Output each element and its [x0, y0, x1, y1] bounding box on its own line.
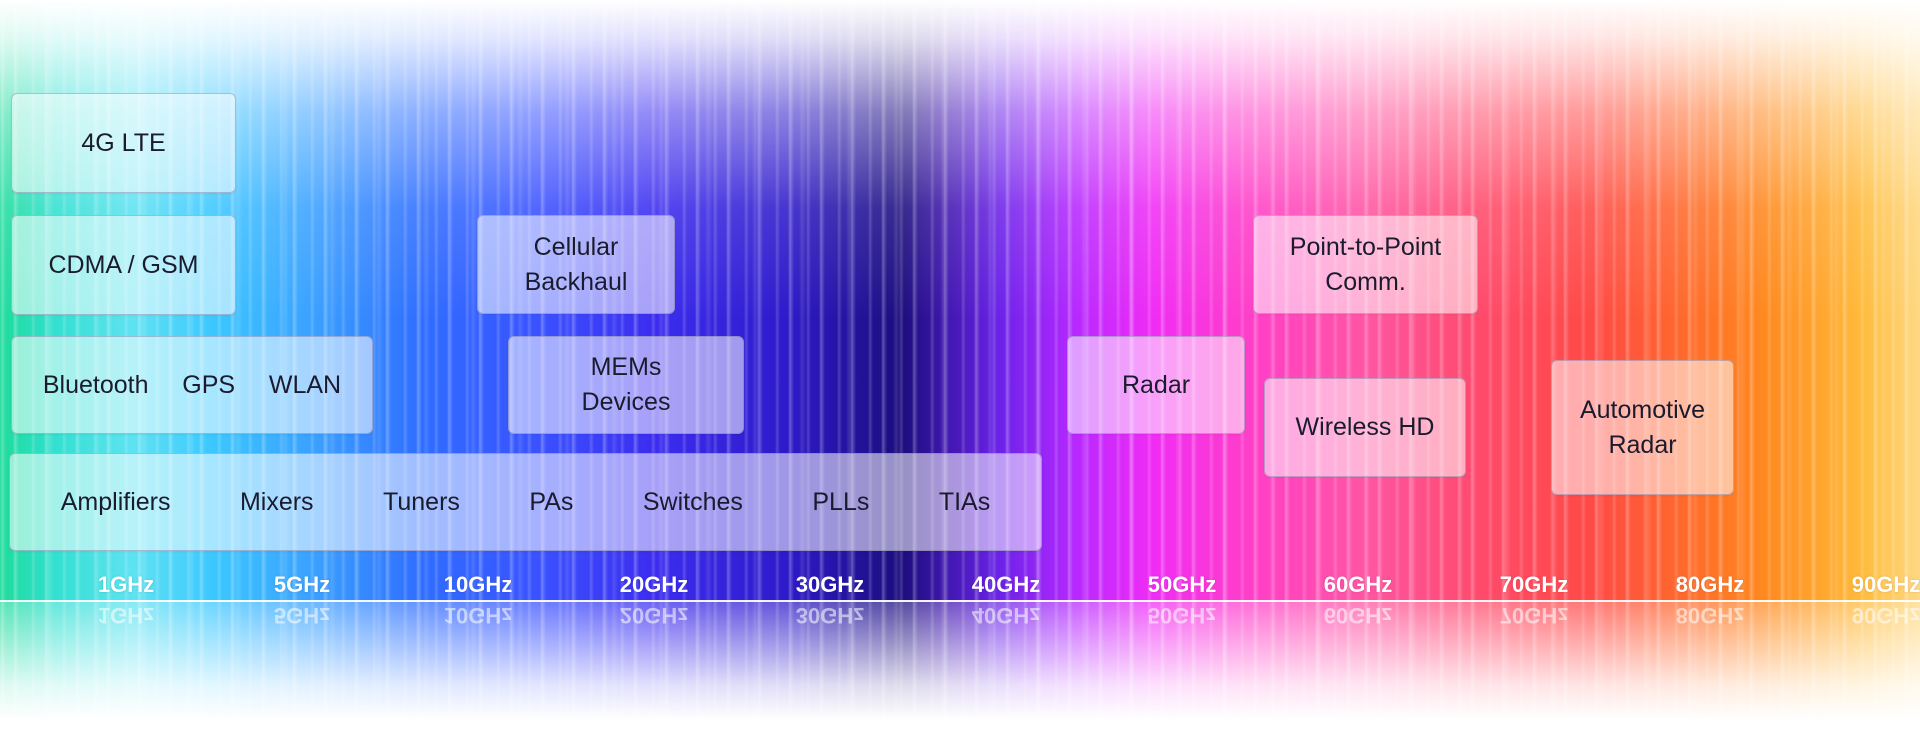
components-box: Amplifiers Mixers Tuners PAs Switches PL… [9, 453, 1042, 551]
frequency-tick-reflection: 70GHz [1499, 603, 1569, 628]
frequency-tick-label: 60GHz [1323, 572, 1393, 597]
frequency-tick-reflection: 50GHz [1147, 603, 1217, 628]
cdma-gsm-label: CDMA / GSM [48, 250, 199, 279]
frequency-tick-reflection: 1GHz [97, 603, 155, 628]
frequency-tick-label: 30GHz [795, 572, 865, 597]
axis-baseline [0, 600, 1920, 602]
frequency-tick-label: 5GHz [273, 572, 331, 597]
top-fade [0, 0, 1920, 320]
tias-label: TIAs [938, 487, 991, 516]
lte-label: 4G LTE [81, 128, 166, 157]
automotive-radar-label: Radar [1608, 430, 1677, 459]
automotive-label: Automotive [1579, 395, 1706, 424]
frequency-tick-reflection: 60GHz [1323, 603, 1393, 628]
gps-label: GPS [182, 370, 236, 399]
frequency-tick-label: 80GHz [1675, 572, 1745, 597]
pas-label: PAs [529, 487, 574, 516]
frequency-tick-label: 1GHz [97, 572, 155, 597]
cdma-gsm-box: CDMA / GSM [11, 215, 236, 315]
bluetooth-label: Bluetooth [42, 370, 149, 399]
switches-label: Switches [642, 487, 743, 516]
plls-label: PLLs [812, 487, 870, 516]
tuners-label: Tuners [383, 487, 460, 516]
cellular-label: Cellular [533, 232, 619, 261]
frequency-tick-reflection: 10GHz [443, 603, 513, 628]
point-to-point-box: Point-to-Point Comm. [1253, 215, 1478, 314]
frequency-tick-label: 90GHz [1851, 572, 1920, 597]
connectivity-box: Bluetooth GPS WLAN [11, 336, 373, 434]
frequency-tick-label: 40GHz [971, 572, 1041, 597]
backhaul-label: Backhaul [524, 267, 628, 296]
frequency-tick-label: 50GHz [1147, 572, 1217, 597]
lte-box: 4G LTE [11, 93, 236, 193]
wireless-hd-label: Wireless HD [1295, 413, 1435, 441]
frequency-tick-reflection: 90GHz [1851, 603, 1920, 628]
devices-label: Devices [581, 388, 671, 416]
frequency-tick-label: 10GHz [443, 572, 513, 597]
automotive-radar-box: Automotive Radar [1551, 360, 1734, 495]
radar-box: Radar [1067, 336, 1245, 434]
radar-label: Radar [1121, 370, 1191, 399]
wlan-label: WLAN [268, 370, 342, 399]
frequency-tick-reflection: 40GHz [971, 603, 1041, 628]
frequency-tick-label: 20GHz [619, 572, 689, 597]
frequency-tick-label: 70GHz [1499, 572, 1569, 597]
mems-label: MEMs [590, 353, 662, 381]
mems-box: MEMs Devices [508, 336, 744, 434]
point-to-point-label: Point-to-Point [1289, 232, 1442, 261]
frequency-tick-reflection: 80GHz [1675, 603, 1745, 628]
comm-label: Comm. [1325, 267, 1406, 296]
wireless-hd-box: Wireless HD [1264, 378, 1466, 477]
frequency-tick-reflection: 30GHz [795, 603, 865, 628]
frequency-tick-reflection: 5GHz [273, 603, 331, 628]
frequency-tick-reflection: 20GHz [619, 603, 689, 628]
mixers-label: Mixers [239, 487, 314, 516]
cellular-backhaul-box: Cellular Backhaul [477, 215, 675, 314]
amplifiers-label: Amplifiers [60, 487, 171, 516]
reflection-area [0, 601, 1920, 741]
